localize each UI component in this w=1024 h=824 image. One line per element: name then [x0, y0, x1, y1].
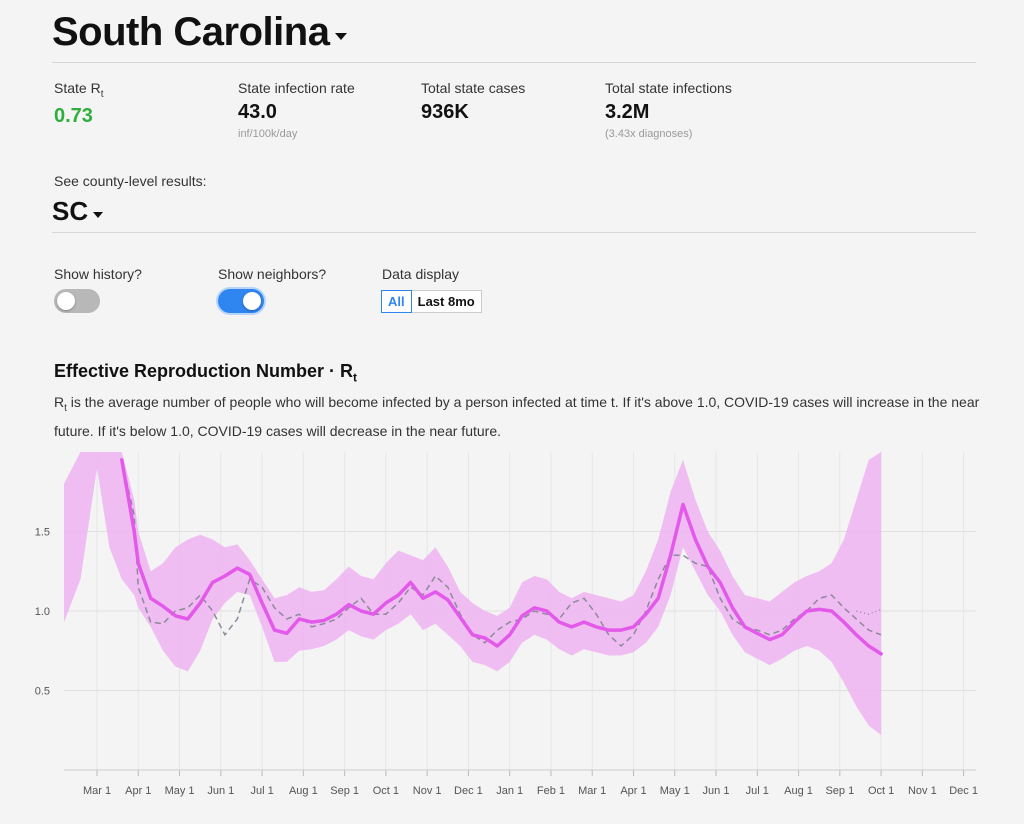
display-segmented-control[interactable]: All Last 8mo [381, 290, 482, 313]
x-tick-label: Apr 1 [620, 785, 646, 797]
x-tick-label: Mar 1 [578, 785, 606, 797]
chart-title: Effective Reproduction Number · Rt [54, 361, 357, 385]
chart-lines [120, 458, 883, 656]
stat-value: 936K [421, 101, 469, 123]
y-tick-label: 1.0 [35, 606, 50, 618]
x-tick-label: May 1 [165, 785, 195, 797]
stat-subtext: inf/100k/day [238, 128, 298, 140]
history-toggle[interactable] [54, 289, 100, 313]
x-tick-label: Jan 1 [496, 785, 523, 797]
display-all-button[interactable]: All [381, 290, 412, 313]
toggle-knob [243, 292, 261, 310]
x-tick-label: Jun 1 [207, 785, 234, 797]
stat-state-rt: State Rt 0.73 [54, 80, 103, 128]
toggle-knob [57, 292, 75, 310]
neighbors-label: Show neighbors? [218, 266, 327, 282]
x-tick-label: Sep 1 [330, 785, 359, 797]
chart-description: Rt is the average number of people who w… [54, 391, 984, 443]
x-tick-label: Aug 1 [784, 785, 813, 797]
projection-dotted-line [856, 608, 882, 615]
stat-label: State R [54, 80, 101, 96]
x-tick-label: Aug 1 [289, 785, 318, 797]
desc-sub: t [64, 402, 67, 414]
confidence-band [64, 452, 882, 735]
history-label: Show history? [54, 266, 142, 282]
divider [52, 62, 976, 63]
rt-confidence-band [64, 452, 882, 735]
desc-r: R [54, 394, 65, 410]
x-tick-label: Oct 1 [868, 785, 894, 797]
neighbors-toggle[interactable] [218, 289, 264, 313]
stat-value: 43.0 [238, 101, 277, 123]
county-label: See county-level results: [54, 173, 207, 189]
x-tick-label: Jul 1 [746, 785, 769, 797]
stat-value: 0.73 [54, 104, 93, 127]
stat-total-cases: Total state cases 936K [421, 80, 525, 124]
county-value: SC [52, 196, 89, 226]
chevron-down-icon[interactable] [335, 33, 348, 40]
county-selector[interactable]: SC [52, 196, 104, 227]
x-tick-label: Nov 1 [908, 785, 937, 797]
chevron-down-icon[interactable] [93, 211, 104, 218]
chart-title-sub: t [353, 370, 358, 385]
x-tick-label: Oct 1 [373, 785, 399, 797]
x-tick-label: Dec 1 [454, 785, 483, 797]
state-rt-line [120, 458, 883, 656]
stat-total-infections: Total state infections 3.2M (3.43x diagn… [605, 80, 732, 140]
rt-chart: Mar 1 Apr 1 May 1 Jun 1 Jul 1 Aug 1 Sep 1 Oct 1… [35, 452, 978, 798]
desc-text: is the average number of people who will… [54, 394, 980, 439]
stat-label: Total state cases [421, 80, 526, 96]
divider [52, 232, 976, 233]
display-label: Data display [382, 266, 460, 282]
x-tick-label: Apr 1 [125, 785, 151, 797]
y-tick-label: 1.5 [35, 527, 50, 539]
stat-label: Total state infections [605, 80, 732, 96]
chart-axis: Mar 1 Apr 1 May 1 Jun 1 Jul 1 Aug 1 Sep 1 Oct 1… [35, 527, 978, 798]
stat-label: State infection rate [238, 80, 355, 96]
x-tick-label: Mar 1 [83, 785, 111, 797]
stat-value: 3.2M [605, 101, 650, 123]
display-last8mo-button[interactable]: Last 8mo [417, 294, 475, 309]
x-tick-label: Jun 1 [703, 785, 730, 797]
x-tick-label: Feb 1 [537, 785, 565, 797]
state-selector[interactable]: South Carolina [52, 10, 348, 55]
y-tick-label: 0.5 [35, 686, 50, 698]
x-tick-label: Jul 1 [250, 785, 273, 797]
x-tick-label: May 1 [660, 785, 690, 797]
stat-label-sub: t [100, 88, 104, 100]
x-tick-label: Sep 1 [825, 785, 854, 797]
chart-title-text: Effective Reproduction Number · R [54, 361, 354, 381]
x-tick-label: Nov 1 [413, 785, 442, 797]
page-title: South Carolina [52, 10, 330, 54]
x-tick-label: Dec 1 [949, 785, 978, 797]
stat-infection-rate: State infection rate 43.0 inf/100k/day [238, 80, 355, 140]
stat-subtext: (3.43x diagnoses) [605, 128, 693, 140]
